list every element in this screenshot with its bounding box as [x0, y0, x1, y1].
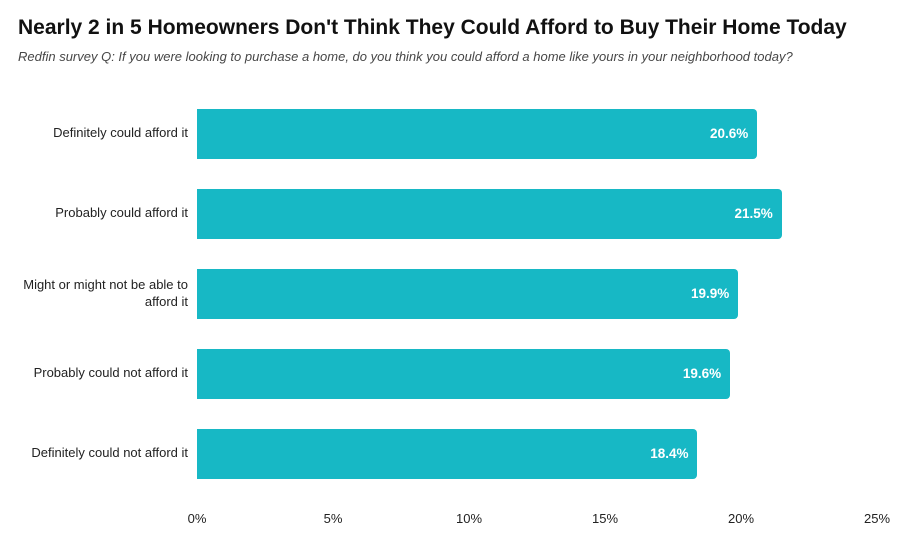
bar-track: 18.4%: [197, 428, 877, 479]
bar-row: Definitely could afford it 20.6%: [18, 108, 901, 159]
category-label: Definitely could not afford it: [31, 445, 188, 461]
x-axis-tick-label: 20%: [727, 510, 755, 526]
bar-value-label: 18.4%: [650, 446, 689, 462]
bar-track: 20.6%: [197, 108, 877, 159]
bar-track: 21.5%: [197, 188, 877, 239]
category-label: Might or might not be able to afford it: [23, 276, 188, 309]
bar-row: Might or might not be able to afford it 1…: [18, 268, 901, 319]
category-label: Probably could afford it: [55, 205, 188, 221]
bar-value-label: 20.6%: [710, 126, 749, 142]
bar-row: Probably could afford it 21.5%: [18, 188, 901, 239]
x-axis-tick-label: 5%: [323, 510, 343, 526]
bar: 19.6%: [197, 348, 731, 399]
bar-row: Definitely could not afford it 18.4%: [18, 428, 901, 479]
bar: 19.9%: [197, 268, 739, 319]
chart-subtitle: Redfin survey Q: If you were looking to …: [18, 49, 793, 65]
bar-value-label: 19.6%: [682, 366, 722, 382]
bar: 18.4%: [197, 428, 698, 479]
chart-title: Nearly 2 in 5 Homeowners Don't Think The…: [18, 16, 847, 39]
bar-value-label: 21.5%: [734, 206, 773, 222]
bar-value-label: 19.9%: [690, 286, 730, 302]
bar-track: 19.6%: [197, 348, 877, 399]
x-axis: 0% 5% 10% 15% 20% 25%: [188, 509, 890, 529]
bar-rows: Definitely could afford it 20.6% Probably …: [18, 108, 901, 479]
x-axis-tick-label: 10%: [455, 510, 483, 526]
category-label: Definitely could afford it: [53, 125, 188, 141]
x-axis-tick-label: 15%: [591, 510, 619, 526]
chart-container: Nearly 2 in 5 Homeowners Don't Think The…: [18, 16, 901, 529]
bar-track: 19.9%: [197, 268, 877, 319]
bar: 21.5%: [197, 188, 782, 239]
bar-row: Probably could not afford it 19.6%: [18, 348, 901, 399]
category-label: Probably could not afford it: [33, 365, 188, 381]
x-axis-tick-label: 25%: [863, 510, 891, 526]
bar: 20.6%: [197, 108, 758, 159]
x-axis-tick-label: 0%: [187, 510, 207, 526]
plot-area: Definitely could afford it 20.6% Probably …: [18, 108, 901, 529]
